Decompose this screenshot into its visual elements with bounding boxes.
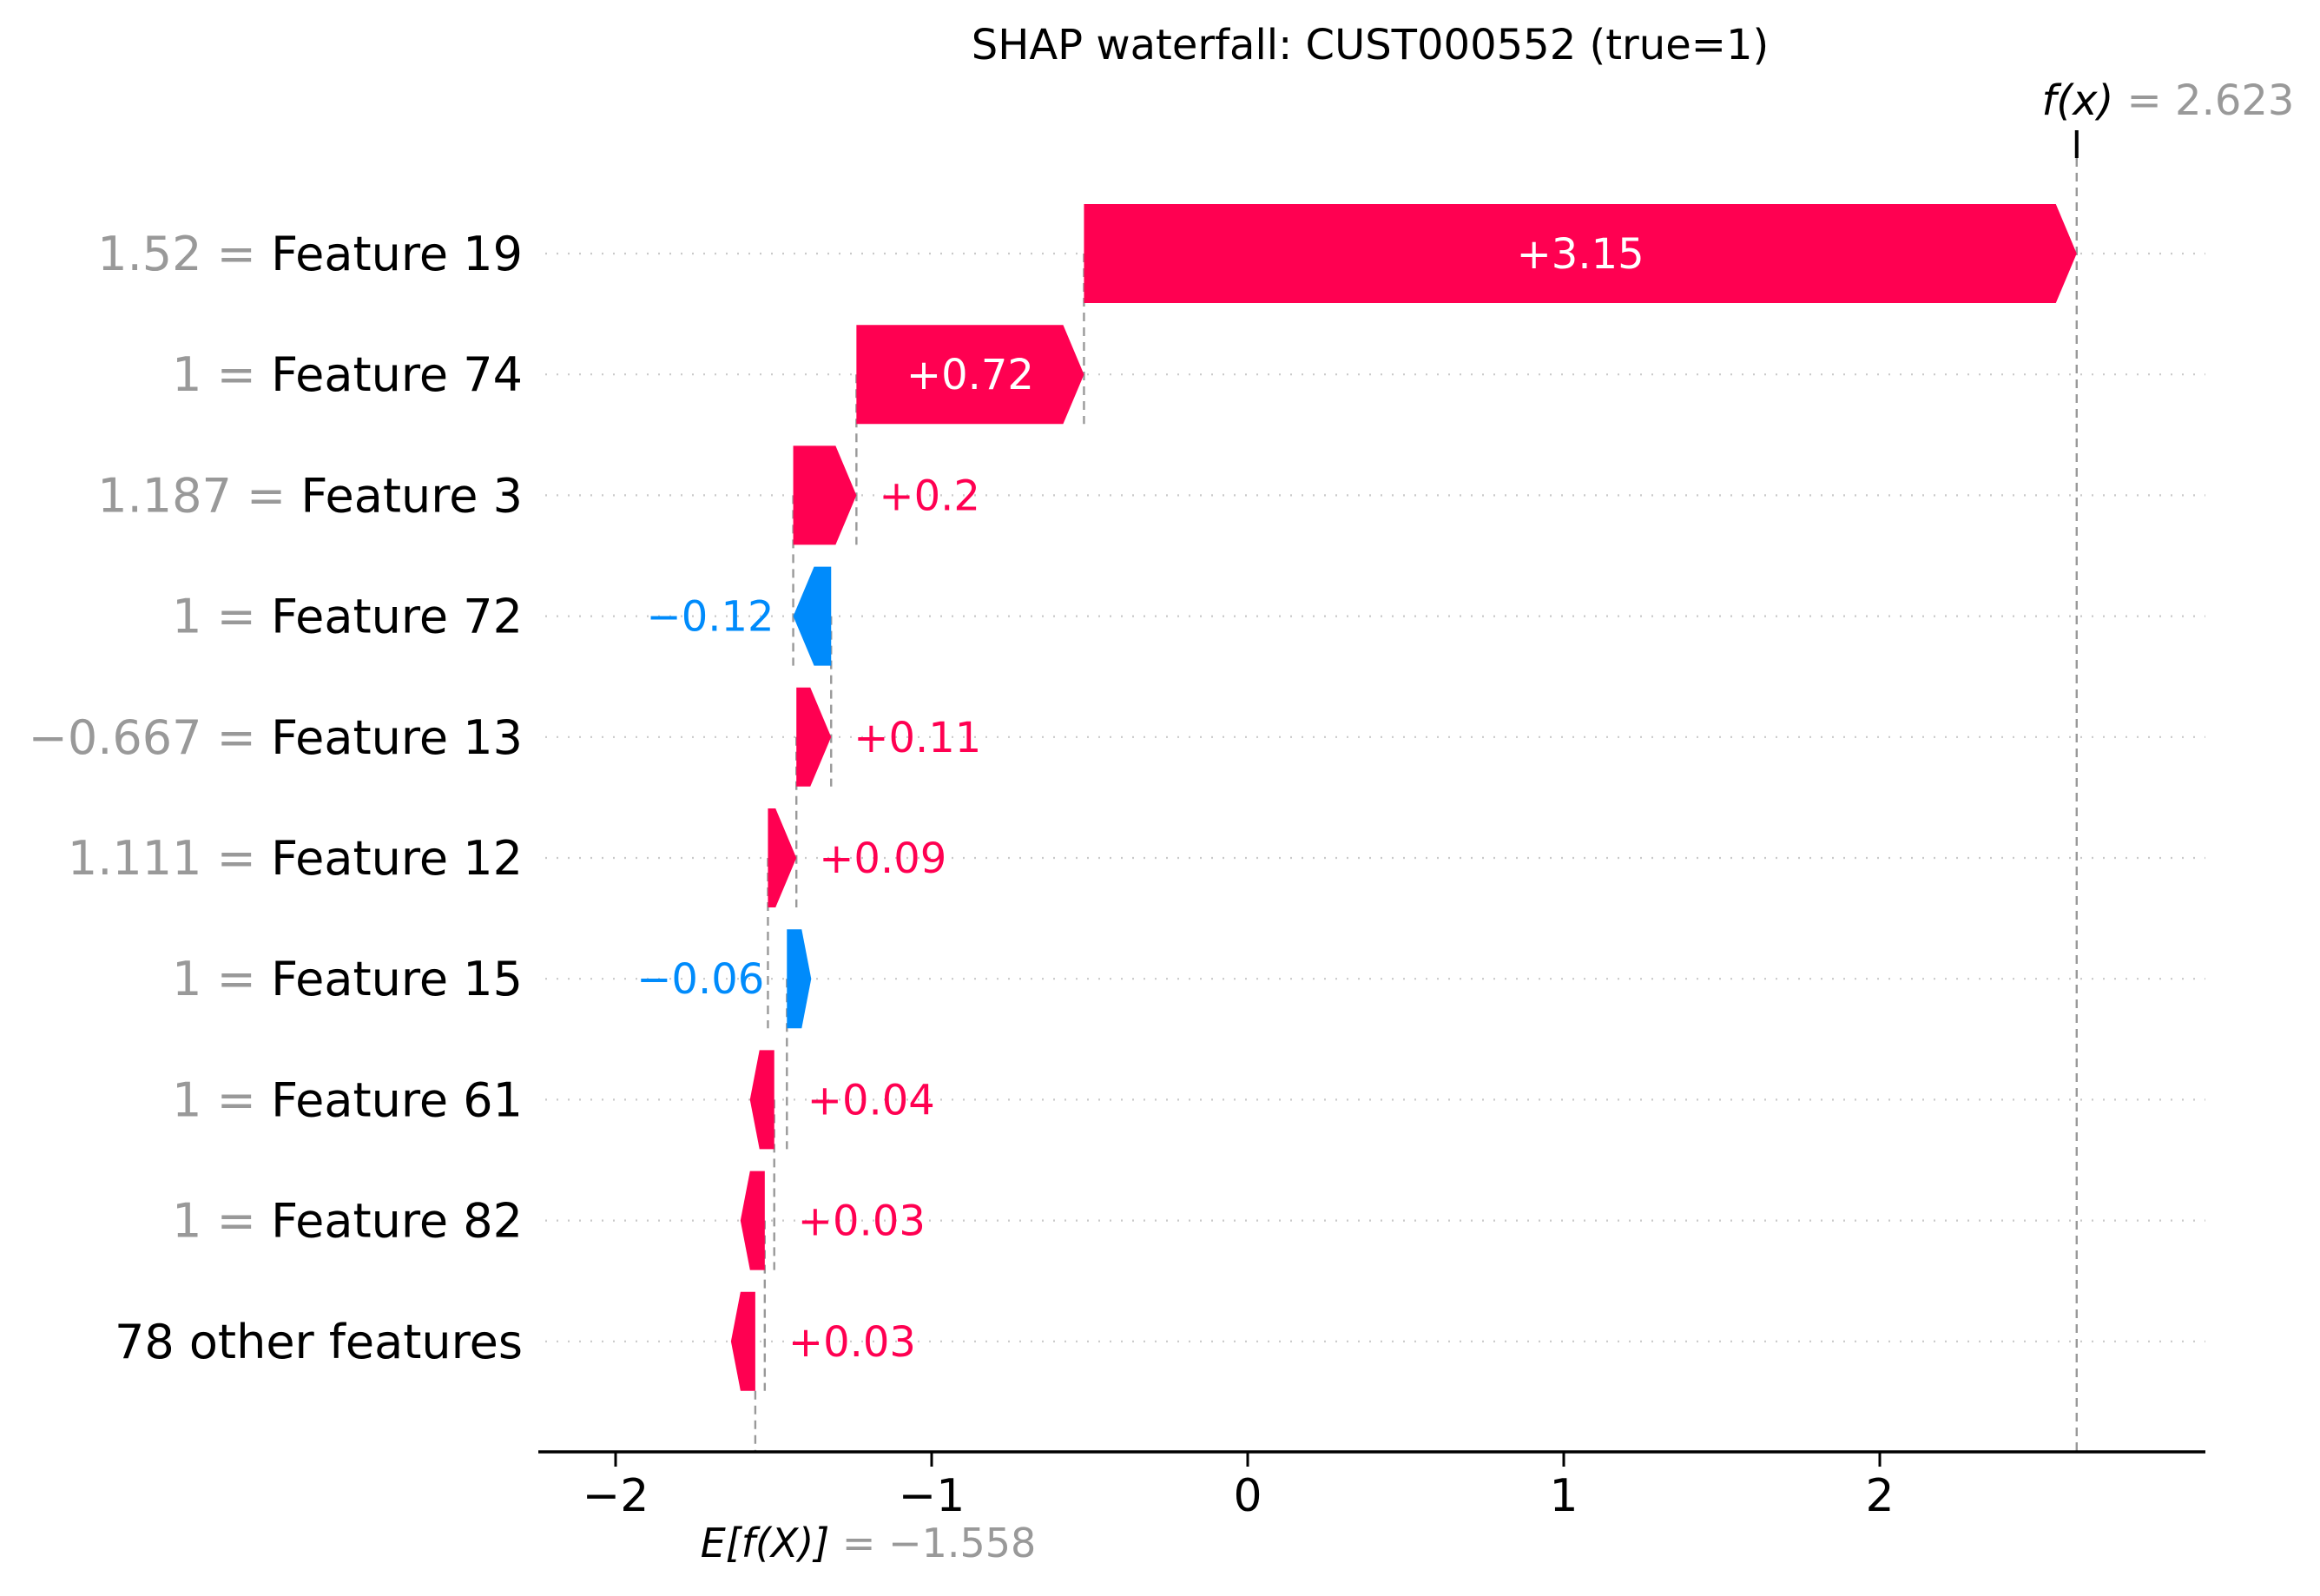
shap-bar-positive [793,445,857,545]
shap-bar-positive [749,1050,774,1150]
feature-name: Feature 61 [271,1072,523,1127]
feature-name: 78 other features [115,1315,523,1369]
shap-bar-negative [793,566,832,666]
row-label: 1.52 = Feature 19 [97,227,523,281]
bar-value-label: +0.03 [798,1197,926,1246]
row-label: 1 = Feature 72 [172,590,523,644]
feature-value: 1 = [172,1194,271,1249]
shap-bar-positive [730,1291,755,1391]
feature-name: Feature 13 [271,710,523,765]
bar-value-label: +3.15 [1517,230,1644,279]
bar-value-label: +0.11 [854,714,981,762]
row-label: −0.667 = Feature 13 [29,710,523,765]
shap-bar-positive [768,808,797,907]
x-tick-label: 2 [1865,1470,1894,1522]
fx-symbol: f(x) [2042,76,2114,125]
row-label: 1 = Feature 74 [172,347,523,402]
bar-value-label: −0.06 [636,955,764,1004]
x-tick-label: 1 [1549,1470,1578,1522]
fx-annotation: f(x) = 2.623 [2042,76,2295,125]
row-label: 1.111 = Feature 12 [68,831,523,886]
bar-value-label: +0.09 [819,834,946,883]
feature-name: Feature 74 [271,347,523,402]
bar-value-label: +0.03 [788,1318,916,1367]
expected-value-number: = −1.558 [829,1520,1036,1566]
feature-value: 1 = [172,1072,271,1127]
shap-bar-negative [787,929,812,1029]
expected-value-annotation: E[f(X)] = −1.558 [701,1520,1037,1566]
feature-value: 1.52 = [97,227,271,281]
bar-value-label: +0.2 [879,472,980,520]
row-label: 1 = Feature 82 [172,1194,523,1249]
bar-value-label: +0.04 [807,1076,935,1124]
chart-title: SHAP waterfall: CUST000552 (true=1) [972,21,1769,69]
feature-name: Feature 19 [271,227,523,281]
shap-bar-positive [856,325,1084,425]
fx-value: = 2.623 [2113,76,2294,125]
feature-name: Feature 82 [271,1194,523,1249]
x-tick-label: −1 [899,1470,966,1522]
feature-value: −0.667 = [29,710,271,765]
feature-value: 1 = [172,590,271,644]
feature-value: 1.111 = [68,831,271,886]
feature-value: 1.187 = [97,468,300,523]
feature-value: 1 = [172,347,271,402]
shap-bar-positive [796,687,832,787]
feature-name: Feature 3 [300,468,523,523]
x-tick-label: −2 [583,1470,649,1522]
feature-name: Feature 12 [271,831,523,886]
bar-value-label: −0.12 [646,593,774,642]
row-label: 1 = Feature 61 [172,1072,523,1127]
feature-name: Feature 15 [271,952,523,1006]
bar-value-label: +0.72 [906,351,1034,399]
expected-value-symbol: E[f(X)] [701,1520,830,1566]
row-label: 1.187 = Feature 3 [97,468,523,523]
x-tick-label: 0 [1233,1470,1262,1522]
row-label: 1 = Feature 15 [172,952,523,1006]
shap-bar-positive [1084,204,2077,303]
shap-bar-positive [740,1171,765,1270]
feature-value: 1 = [172,952,271,1006]
feature-name: Feature 72 [271,590,523,644]
row-label: 78 other features [115,1315,523,1369]
